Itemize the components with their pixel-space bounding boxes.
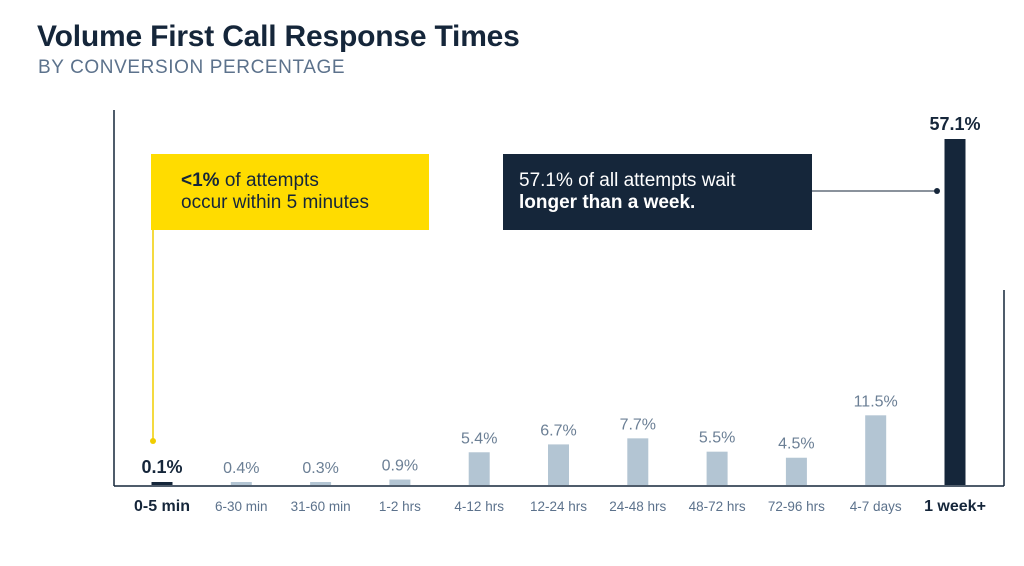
category-label-72-96-hrs: 72-96 hrs [768, 499, 825, 514]
bar-1-weekplus [944, 139, 966, 485]
value-label-4-12-hrs: 5.4% [461, 430, 497, 447]
category-label-48-72-hrs: 48-72 hrs [689, 499, 746, 514]
value-label-12-24-hrs: 6.7% [540, 422, 576, 439]
callout-yellow-text: of attempts [219, 170, 319, 191]
chart-title: Volume First Call Response Times [37, 20, 520, 53]
category-label-0-5-min: 0-5 min [134, 498, 190, 515]
bar-4-12-hrs [468, 452, 490, 485]
bar-31-60-min [310, 482, 332, 485]
yellow-callout-dot [150, 438, 156, 444]
value-label-1-2-hrs: 0.9% [382, 458, 418, 475]
value-label-48-72-hrs: 5.5% [699, 430, 735, 447]
value-label-0-5-min: 0.1% [141, 457, 182, 477]
value-label-1-weekplus: 57.1% [929, 114, 980, 134]
chart-subtitle: BY CONVERSION PERCENTAGE [38, 57, 346, 78]
category-label-31-60-min: 31-60 min [291, 499, 351, 514]
callout-navy-line1: 57.1% of all attempts wait [519, 170, 736, 191]
value-label-6-30-min: 0.4% [223, 460, 259, 477]
bar-24-48-hrs [627, 438, 649, 485]
bar-0-5-min [151, 482, 173, 485]
value-label-24-48-hrs: 7.7% [620, 416, 656, 433]
category-label-4-7-days: 4-7 days [850, 499, 902, 514]
callout-under-5-minutes: <1% of attempts occur within 5 minutes [151, 154, 429, 230]
category-label-12-24-hrs: 12-24 hrs [530, 499, 587, 514]
bar-1-2-hrs [389, 479, 411, 485]
bar-6-30-min [230, 482, 252, 485]
category-label-1-2-hrs: 1-2 hrs [379, 499, 421, 514]
category-label-24-48-hrs: 24-48 hrs [609, 499, 666, 514]
category-label-6-30-min: 6-30 min [215, 499, 268, 514]
bar-72-96-hrs [785, 457, 807, 485]
callout-yellow-bold: <1% [181, 170, 220, 191]
bar-4-7-days [865, 415, 887, 485]
bar-12-24-hrs [548, 444, 569, 485]
bar-48-72-hrs [706, 451, 728, 485]
category-label-4-12-hrs: 4-12 hrs [454, 499, 504, 514]
value-label-4-7-days: 11.5% [854, 393, 898, 410]
value-label-31-60-min: 0.3% [302, 460, 338, 477]
callout-over-a-week: 57.1% of all attempts wait longer than a… [503, 154, 812, 230]
value-label-72-96-hrs: 4.5% [778, 436, 814, 453]
callout-yellow-line2: occur within 5 minutes [181, 192, 369, 213]
callout-navy-bold: longer than a week. [519, 192, 696, 213]
category-label-1-weekplus: 1 week+ [924, 498, 986, 515]
navy-callout-dot [934, 188, 940, 194]
